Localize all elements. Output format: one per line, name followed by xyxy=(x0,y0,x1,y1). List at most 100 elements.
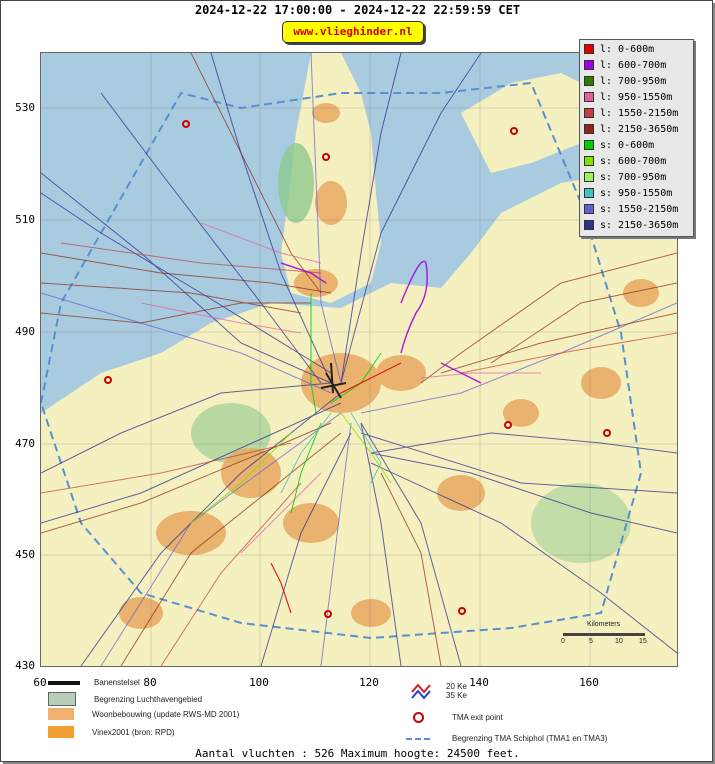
scale-tick-5: 5 xyxy=(589,638,593,645)
tracks-l-2150-3650 xyxy=(41,53,677,666)
key-label: Woonbebouwing (update RWS-MD 2001) xyxy=(92,709,240,719)
legend-label: s: 2150-3650m xyxy=(600,219,679,231)
y-tick-510: 510 xyxy=(15,213,35,226)
urban-areas xyxy=(119,103,659,629)
x-tick-100: 100 xyxy=(249,676,269,689)
y-tick-470: 470 xyxy=(15,437,35,450)
legend-item: s: 0-600m xyxy=(584,138,654,152)
tma-boundary-symbol xyxy=(406,737,430,740)
legend-item: s: 600-700m xyxy=(584,154,666,168)
legend-swatch xyxy=(584,188,594,198)
legend-item: l: 0-600m xyxy=(584,42,654,56)
legend-label: l: 700-950m xyxy=(600,75,667,87)
map-canvas xyxy=(41,53,677,666)
runway-system xyxy=(320,362,347,399)
y-tick-450: 450 xyxy=(15,548,35,561)
key-tma-exit: TMA exit point xyxy=(413,712,503,723)
scale-tick-0: 0 xyxy=(561,638,565,645)
scale-tick-15: 15 xyxy=(639,638,647,645)
scale-bar: Kilometers 0 5 10 15 xyxy=(561,621,647,647)
land-flevoland xyxy=(461,73,601,173)
map-key: Banenstelsel Begrenzing Luchthavengebied… xyxy=(40,672,676,746)
y-tick-490: 490 xyxy=(15,325,35,338)
key-label: Begrenzing TMA Schiphol (TMA1 en TMA3) xyxy=(452,734,608,743)
green-area xyxy=(278,143,314,223)
legend-swatch xyxy=(584,140,594,150)
tma-boundary xyxy=(41,81,643,640)
green-area xyxy=(531,483,631,563)
key-luchthaven: Begrenzing Luchthavengebied xyxy=(48,692,202,706)
key-label: Begrenzing Luchthavengebied xyxy=(94,694,203,704)
scale-label: Kilometers xyxy=(587,621,621,628)
legend-item: s: 950-1550m xyxy=(584,186,672,200)
x-tick-160: 160 xyxy=(579,676,599,689)
x-tick-120: 120 xyxy=(359,676,379,689)
key-vinex: Vinex2001 (bron: RPD) xyxy=(48,726,175,738)
key-label: TMA exit point xyxy=(452,713,503,722)
legend-item: l: 1550-2150m xyxy=(584,106,678,120)
legend-label: l: 600-700m xyxy=(600,59,667,71)
key-woonbebouwing: Woonbebouwing (update RWS-MD 2001) xyxy=(48,708,239,720)
key-ke-labels: 20 Ke 35 Ke xyxy=(446,682,467,700)
grid-lines xyxy=(41,53,677,666)
legend-item: l: 600-700m xyxy=(584,58,666,72)
legend-swatch xyxy=(584,108,594,118)
tracks-l-1550-2150 xyxy=(41,242,677,666)
flight-summary: Aantal vluchten : 526 Maximum hoogte: 24… xyxy=(195,747,520,760)
airport-area-symbol xyxy=(48,692,76,706)
urban-symbol xyxy=(48,708,74,720)
page-title: 2024-12-22 17:00:00 - 2024-12-22 22:59:5… xyxy=(194,3,521,17)
tracks-l-0-600 xyxy=(270,362,402,614)
legend-label: s: 700-950m xyxy=(600,171,667,183)
legend-label: s: 1550-2150m xyxy=(600,203,679,215)
key-label: Vinex2001 (bron: RPD) xyxy=(92,727,175,737)
legend-label: l: 950-1550m xyxy=(600,91,673,103)
vinex-symbol xyxy=(48,726,74,738)
tma-exit-points xyxy=(104,120,611,618)
legend-label: l: 1550-2150m xyxy=(600,107,679,119)
legend-swatch xyxy=(584,220,594,230)
legend-swatch xyxy=(584,60,594,70)
key-label: Banenstelsel xyxy=(94,678,140,687)
x-tick-80: 80 xyxy=(143,676,157,689)
legend-label: s: 0-600m xyxy=(600,139,655,151)
y-tick-430: 430 xyxy=(15,659,35,672)
tracks-s-600-700 xyxy=(190,412,392,524)
legend-item: s: 2150-3650m xyxy=(584,218,678,232)
legend-item: s: 1550-2150m xyxy=(584,202,678,216)
exit-point-icon xyxy=(413,712,424,723)
tracks-l-600-700 xyxy=(280,260,482,384)
legend-label: s: 950-1550m xyxy=(600,187,673,199)
key-noise-contours: 20 Ke 35 Ke xyxy=(410,682,467,700)
y-tick-530: 530 xyxy=(15,101,35,114)
x-tick-140: 140 xyxy=(469,676,489,689)
tracks-s-2150-3650 xyxy=(41,53,677,666)
key-banenstelsel: Banenstelsel xyxy=(48,678,140,687)
runway-symbol xyxy=(48,680,80,685)
legend-swatch xyxy=(584,124,594,134)
legend-item: l: 950-1550m xyxy=(584,90,672,104)
altitude-legend: l: 0-600m l: 600-700m l: 700-950m l: 950… xyxy=(579,39,694,237)
brand-link[interactable]: www.vlieghinder.nl xyxy=(282,21,424,43)
key-label-35ke: 35 Ke xyxy=(446,691,467,700)
tracks-s-950-1550 xyxy=(280,412,382,494)
land-north-holland xyxy=(281,53,381,303)
key-label-20ke: 20 Ke xyxy=(446,682,467,691)
legend-swatch xyxy=(584,76,594,86)
legend-label: s: 600-700m xyxy=(600,155,667,167)
legend-item: s: 700-950m xyxy=(584,170,666,184)
legend-label: l: 0-600m xyxy=(600,43,655,55)
scale-tick-10: 10 xyxy=(615,638,623,645)
flight-track-map[interactable]: Kilometers 0 5 10 15 xyxy=(40,52,678,667)
tracks-l-950-1550 xyxy=(140,222,541,554)
key-tma-boundary: Begrenzing TMA Schiphol (TMA1 en TMA3) xyxy=(406,734,607,743)
legend-swatch xyxy=(584,204,594,214)
noise-contour-icon xyxy=(411,683,431,700)
legend-swatch xyxy=(584,44,594,54)
legend-label: l: 2150-3650m xyxy=(600,123,679,135)
legend-item: l: 2150-3650m xyxy=(584,122,678,136)
legend-swatch xyxy=(584,172,594,182)
legend-item: l: 700-950m xyxy=(584,74,666,88)
legend-swatch xyxy=(584,156,594,166)
legend-swatch xyxy=(584,92,594,102)
